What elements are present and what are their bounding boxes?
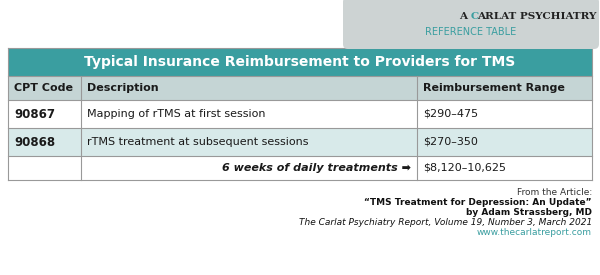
Bar [8, 76, 592, 100]
Text: Typical Insurance Reimbursement to Providers for TMS: Typical Insurance Reimbursement to Provi… [85, 55, 515, 69]
Bar [8, 100, 592, 128]
Text: C: C [471, 12, 479, 21]
Text: $290–475: $290–475 [423, 109, 478, 119]
Bar [8, 156, 592, 180]
Text: 90868: 90868 [14, 136, 55, 148]
Text: www.thecarlatreport.com: www.thecarlatreport.com [477, 228, 592, 237]
Text: Description: Description [87, 83, 158, 93]
Text: From the Article:: From the Article: [517, 188, 592, 197]
Text: $8,120–10,625: $8,120–10,625 [423, 163, 506, 173]
Text: CPT Code: CPT Code [14, 83, 73, 93]
Bar [8, 48, 592, 76]
Text: The Carlat Psychiatry Report: The Carlat Psychiatry Report [0, 274, 1, 275]
Bar [8, 128, 592, 156]
Text: 6 weeks of daily treatments ➡: 6 weeks of daily treatments ➡ [222, 163, 411, 173]
Text: “TMS Treatment for Depression: An Update”: “TMS Treatment for Depression: An Update… [365, 198, 592, 207]
Text: 90867: 90867 [14, 108, 55, 120]
Text: The Carlat Psychiatry Report, Volume 19, Number 3, March 2021: The Carlat Psychiatry Report, Volume 19,… [0, 274, 1, 275]
Text: The Carlat Psychiatry Report, Volume 19, Number 3, March 2021: The Carlat Psychiatry Report, Volume 19,… [299, 218, 592, 227]
Text: ARLAT PSYCHIATRY: ARLAT PSYCHIATRY [477, 12, 596, 21]
FancyBboxPatch shape [343, 0, 599, 49]
Text: $270–350: $270–350 [423, 137, 478, 147]
Text: Reimbursement Range: Reimbursement Range [423, 83, 565, 93]
Text: A: A [460, 12, 471, 21]
Text: rTMS treatment at subsequent sessions: rTMS treatment at subsequent sessions [87, 137, 308, 147]
Text: REFERENCE TABLE: REFERENCE TABLE [425, 27, 517, 37]
Text: Mapping of rTMS at first session: Mapping of rTMS at first session [87, 109, 265, 119]
Text: by Adam Strassberg, MD: by Adam Strassberg, MD [466, 208, 592, 217]
